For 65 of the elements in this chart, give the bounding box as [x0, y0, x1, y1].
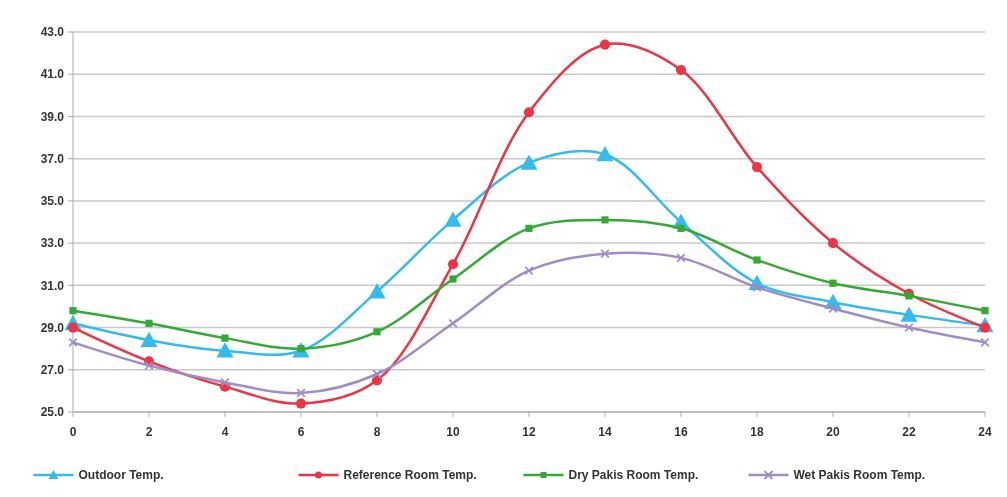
- legend-label: Wet Pakis Room Temp.: [793, 468, 926, 483]
- x-tick-label: 20: [826, 425, 840, 439]
- point: [675, 64, 687, 76]
- legend-label: Reference Room Temp.: [343, 468, 477, 483]
- point: [525, 224, 533, 232]
- point: [524, 265, 534, 276]
- point: [145, 319, 153, 327]
- point: [827, 238, 839, 249]
- point: [449, 275, 457, 283]
- point: [751, 162, 763, 173]
- point: [448, 318, 458, 328]
- point: [68, 337, 78, 347]
- point: [296, 388, 306, 398]
- y-tick-label: 37.0: [40, 151, 65, 166]
- y-tick-label: 39.0: [40, 109, 65, 124]
- point: [221, 334, 229, 342]
- y-tick-label: 29.0: [40, 320, 65, 335]
- point: [676, 253, 686, 263]
- point: [295, 398, 307, 409]
- x-tick-label: 6: [297, 425, 305, 439]
- point: [523, 107, 535, 118]
- point: [372, 369, 382, 379]
- x-tick-label: 4: [221, 425, 229, 439]
- x-tick-label: 18: [750, 425, 764, 439]
- y-tick-label: 31.0: [40, 278, 65, 293]
- legend-label: Outdoor Temp.: [78, 468, 164, 483]
- y-tick-label: 27.0: [40, 362, 65, 377]
- point: [69, 307, 77, 315]
- point: [144, 360, 154, 371]
- y-tick-label: 43.0: [40, 25, 65, 40]
- point: [980, 337, 990, 347]
- x-tick-label: 14: [598, 425, 612, 439]
- x-tick-label: 0: [69, 425, 77, 439]
- point: [599, 39, 611, 50]
- point: [368, 283, 386, 299]
- point: [447, 259, 459, 270]
- point: [904, 322, 914, 333]
- point: [220, 377, 230, 388]
- legend-label: Dry Pakis Room Temp.: [568, 468, 699, 483]
- point: [444, 211, 462, 227]
- x-tick-label: 2: [145, 425, 153, 439]
- x-tick-label: 8: [373, 425, 381, 439]
- point: [216, 342, 234, 358]
- x-tick-label: 10: [446, 425, 460, 439]
- x-tick-label: 24: [978, 425, 992, 439]
- y-tick-label: 25.0: [40, 405, 65, 420]
- point: [601, 216, 609, 224]
- y-tick-label: 41.0: [40, 67, 65, 82]
- point: [373, 328, 381, 336]
- x-tick-label: 22: [902, 425, 916, 439]
- x-tick-label: 16: [674, 425, 688, 439]
- x-tick-label: 12: [522, 425, 536, 439]
- point: [905, 292, 913, 300]
- y-tick-label: 33.0: [40, 236, 65, 251]
- y-tick-label: 35.0: [40, 194, 65, 209]
- point: [828, 303, 838, 314]
- point: [677, 224, 685, 232]
- point: [140, 331, 158, 348]
- point: [900, 306, 918, 322]
- point: [753, 256, 761, 264]
- point: [520, 154, 538, 170]
- point: [829, 279, 837, 287]
- point: [600, 249, 610, 259]
- point: [596, 145, 614, 162]
- point: [981, 307, 989, 315]
